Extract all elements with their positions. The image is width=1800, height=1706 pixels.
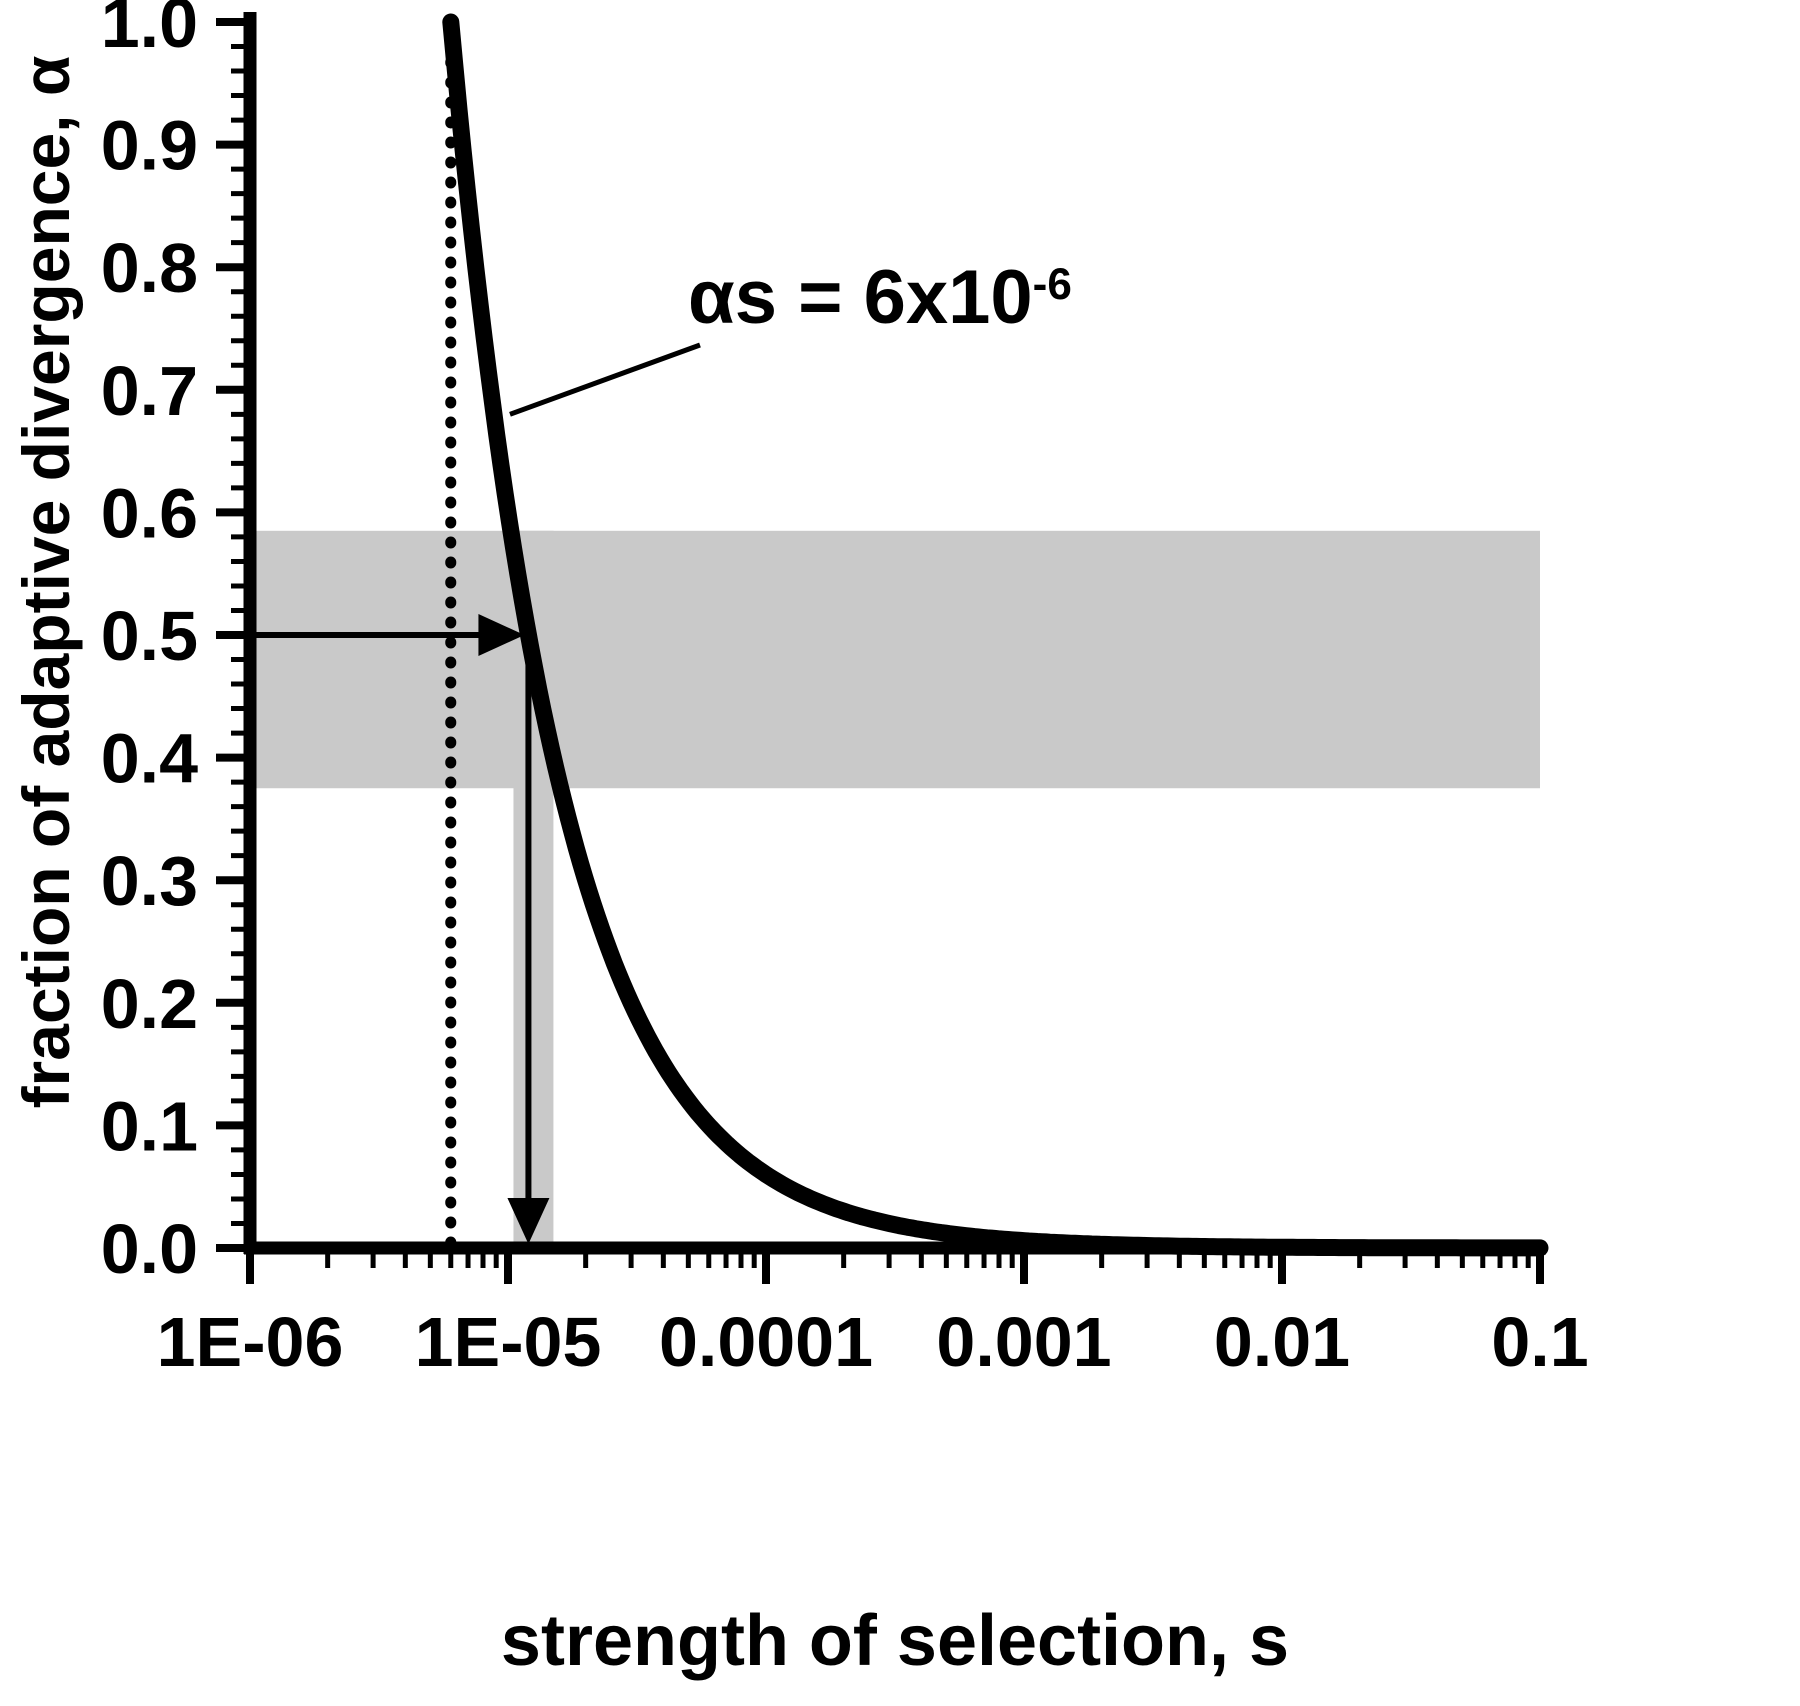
x-tick-label: 0.01: [1214, 1303, 1350, 1381]
y-tick-label: 1.0: [101, 0, 198, 62]
y-axis-title: fraction of adaptive divergence, α: [9, 55, 83, 1109]
x-tick-label: 0.0001: [659, 1303, 873, 1381]
y-tick-label: 0.7: [101, 352, 198, 430]
alpha-confidence-band: [250, 530, 1540, 789]
x-axis-title: strength of selection, s: [500, 1601, 1290, 1681]
alpha-arrow-head: [478, 614, 525, 656]
s-arrow-head: [507, 1198, 550, 1244]
x-tick-label: 1E-05: [415, 1303, 602, 1381]
annotation-pointer-line: [509, 342, 701, 417]
curve-annotation-exponent: -6: [1032, 259, 1072, 309]
y-tick-label: 0.8: [101, 229, 198, 307]
curve-annotation-base: αs = 6x10: [688, 255, 1033, 340]
y-tick-label: 0.1: [101, 1087, 198, 1165]
y-tick-label: 0.0: [101, 1210, 198, 1288]
x-tick-label: 0.001: [936, 1303, 1111, 1381]
y-tick-label: 0.5: [101, 597, 198, 675]
y-tick-label: 0.2: [101, 965, 198, 1043]
x-tick-label: 1E-06: [157, 1303, 344, 1381]
y-tick-label: 0.4: [101, 720, 198, 798]
alpha-curve: [442, 13, 1549, 1257]
y-tick-label: 0.9: [101, 107, 198, 185]
y-tick-label: 0.6: [101, 474, 198, 552]
x-tick-label: 0.1: [1491, 1303, 1588, 1381]
y-tick-label: 0.3: [101, 842, 198, 920]
curve-annotation: αs = 6x10-6: [688, 254, 1072, 341]
